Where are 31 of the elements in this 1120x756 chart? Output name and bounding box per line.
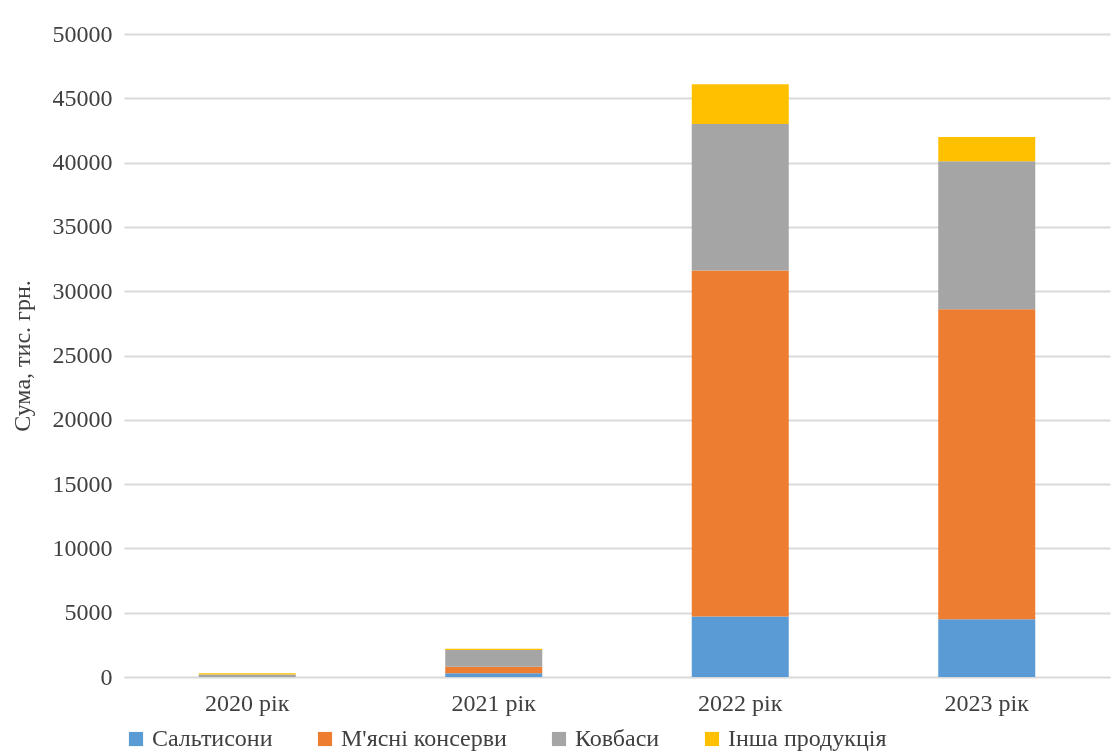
y-tick-label: 40000 [52, 149, 113, 176]
bar [445, 666, 543, 674]
x-tick-label: 2021 рік [451, 689, 537, 716]
legend-label: Сальтисони [152, 725, 273, 751]
legend-label: Інша продукція [728, 725, 887, 751]
y-axis-title: Сума, тис. грн. [8, 280, 35, 432]
bar [691, 84, 789, 125]
y-tick-label: 0 [100, 663, 113, 690]
legend-label: М'ясні консерви [341, 725, 508, 751]
x-tick-label: 2020 рік [205, 689, 290, 716]
x-tick-label: 2023 рік [944, 689, 1030, 716]
bar [445, 673, 543, 677]
bar [938, 161, 1036, 310]
bar [938, 136, 1036, 162]
y-tick-label: 5000 [64, 599, 113, 626]
legend-label: Ковбаси [575, 725, 660, 751]
bar [938, 619, 1036, 677]
bar [691, 124, 789, 271]
x-tick-label: 2022 рік [698, 689, 783, 716]
y-tick-label: 15000 [52, 470, 113, 497]
y-tick-label: 25000 [52, 342, 113, 368]
bar [938, 309, 1036, 620]
y-tick-label: 50000 [52, 20, 113, 47]
bar [445, 649, 543, 667]
y-tick-label: 35000 [52, 213, 113, 240]
y-tick-label: 10000 [52, 534, 113, 561]
y-tick-label: 20000 [52, 406, 113, 433]
bar [691, 270, 789, 617]
bar [691, 616, 789, 677]
y-tick-label: 45000 [52, 84, 113, 111]
y-tick-label: 30000 [52, 277, 113, 304]
